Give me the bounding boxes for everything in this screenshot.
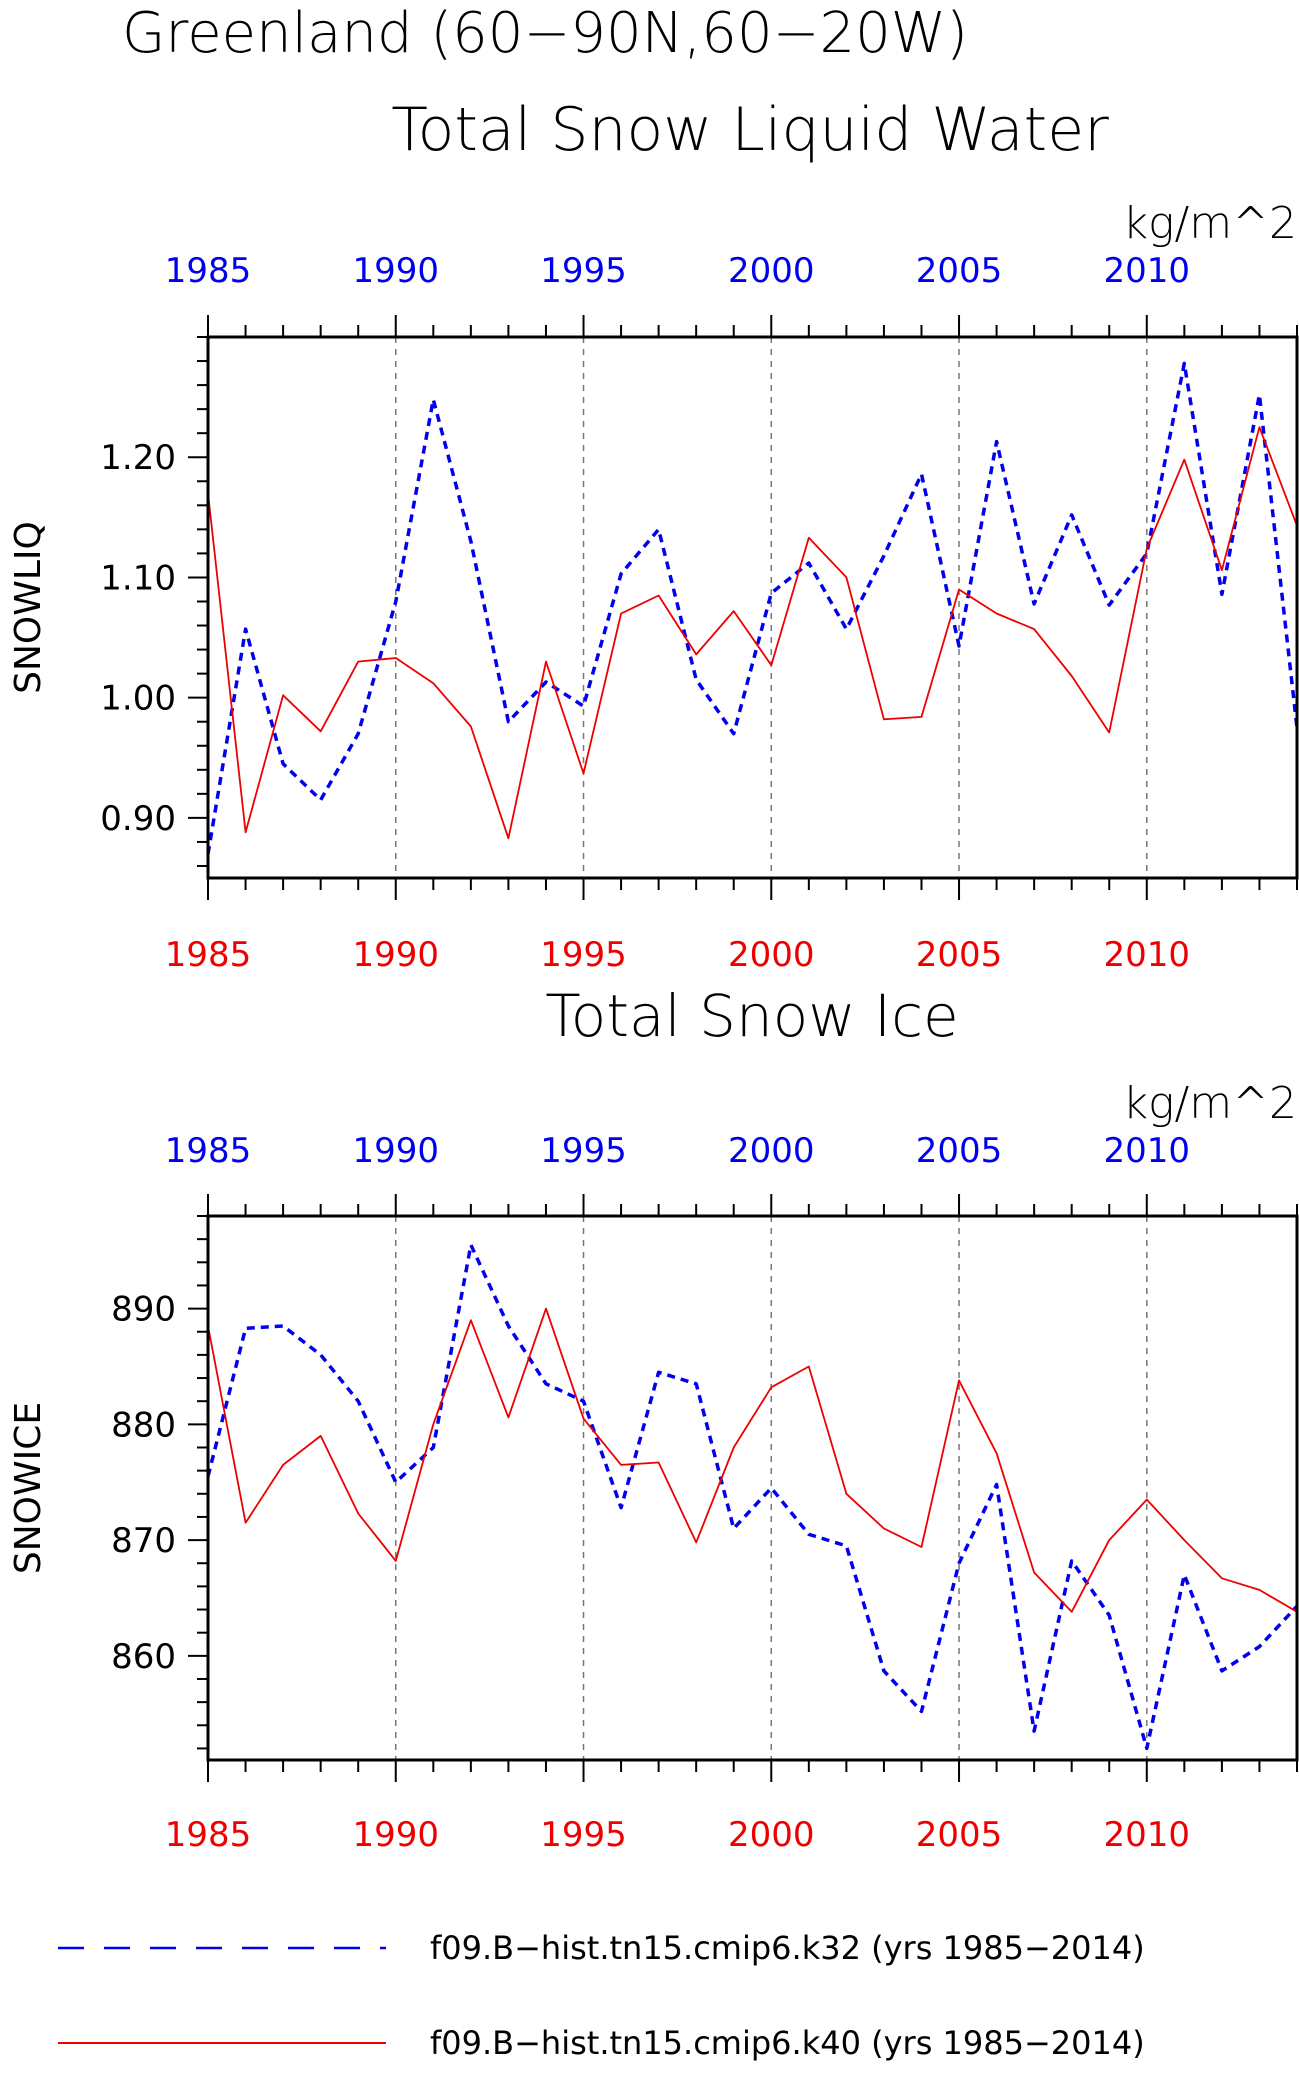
y-tick-label: 860 — [111, 1637, 176, 1677]
x-tick-label-bottom: 2000 — [728, 935, 815, 975]
x-tick-label-bottom: 1985 — [165, 935, 252, 975]
y-axis-title: SNOWICE — [8, 1402, 49, 1574]
series-line-k32 — [206, 1243, 1299, 1751]
y-tick-label: 1.10 — [100, 558, 176, 598]
x-tick-label-bottom: 2010 — [1104, 935, 1191, 975]
x-tick-label-top: 2010 — [1104, 1131, 1191, 1171]
x-tick-label-top: 2010 — [1104, 251, 1191, 291]
chart-panel-2: Total Snow Ice kg/m^2 1985 1985 1990 1990 1995… — [8, 982, 1299, 1855]
x-tick-label-top: 1995 — [540, 1131, 627, 1171]
y-axis-title: SNOWLIQ — [8, 521, 49, 694]
units-label: kg/m^2 — [1123, 198, 1297, 249]
legend-label-1: f09.B−hist.tn15.cmip6.k32 (yrs 1985−2014… — [430, 1929, 1145, 1967]
x-tick-label-bottom: 1990 — [352, 935, 439, 975]
x-tick-label-bottom: 1990 — [352, 1815, 439, 1855]
y-tick-label: 0.90 — [100, 799, 176, 839]
units-label: kg/m^2 — [1123, 1078, 1297, 1129]
y-tick-label: 1.20 — [100, 438, 176, 478]
x-tick-label-top: 2005 — [916, 1131, 1003, 1171]
x-tick-label-bottom: 1985 — [165, 1815, 252, 1855]
plot-frame — [206, 335, 1299, 880]
legend-label-2: f09.B−hist.tn15.cmip6.k40 (yrs 1985−2014… — [430, 2024, 1145, 2062]
plot-frame — [206, 1214, 1299, 1762]
x-tick-label-top: 1990 — [352, 251, 439, 291]
series-line-k40 — [207, 1307, 1298, 1613]
x-tick-label-bottom: 2000 — [728, 1815, 815, 1855]
x-tick-label-top: 2000 — [728, 251, 815, 291]
panels: Total Snow Liquid Water kg/m^2 1985 1985 199… — [8, 95, 1299, 1855]
x-tick-label-top: 2005 — [916, 251, 1003, 291]
x-tick-label-top: 1990 — [352, 1131, 439, 1171]
y-tick-label: 870 — [111, 1521, 176, 1561]
x-tick-label-top: 1985 — [165, 251, 252, 291]
y-tick-label: 1.00 — [100, 679, 176, 719]
x-tick-label-top: 2000 — [728, 1131, 815, 1171]
series-line-k40 — [207, 426, 1298, 840]
x-tick-label-bottom: 2005 — [916, 935, 1003, 975]
legend: f09.B−hist.tn15.cmip6.k32 (yrs 1985−2014… — [58, 1929, 1145, 2062]
y-tick-label: 890 — [111, 1290, 176, 1330]
x-tick-label-bottom: 2010 — [1104, 1815, 1191, 1855]
x-tick-label-bottom: 1995 — [540, 1815, 627, 1855]
figure-title-line1: Greenland (60−90N,60−20W) — [122, 1, 968, 66]
panel-title: Total Snow Ice — [545, 982, 959, 1050]
panel-title: Total Snow Liquid Water — [391, 95, 1109, 165]
x-tick-label-top: 1995 — [540, 251, 627, 291]
chart-panel-1: Total Snow Liquid Water kg/m^2 1985 1985 199… — [8, 95, 1299, 975]
x-tick-label-top: 1985 — [165, 1131, 252, 1171]
y-tick-label: 880 — [111, 1405, 176, 1445]
x-tick-label-bottom: 2005 — [916, 1815, 1003, 1855]
x-tick-label-bottom: 1995 — [540, 935, 627, 975]
